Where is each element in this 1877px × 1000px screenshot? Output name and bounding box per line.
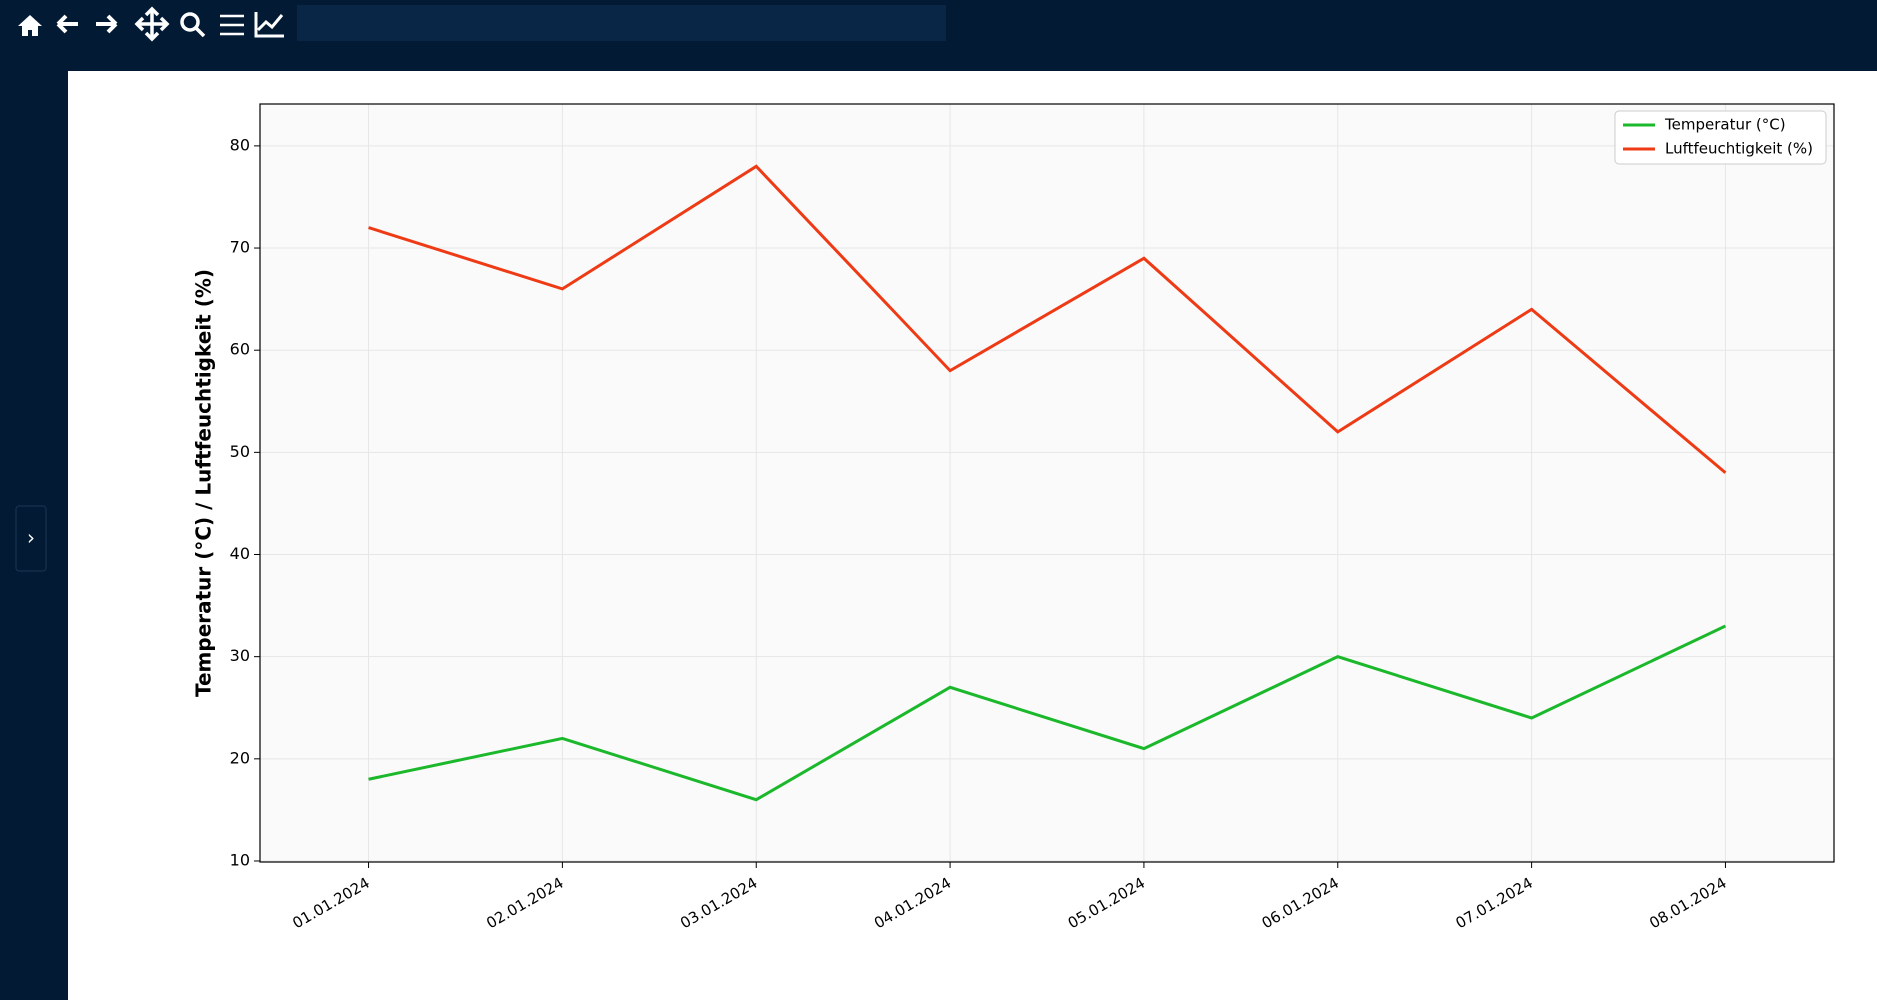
axes-frame bbox=[259, 103, 1835, 863]
legend-label: Luftfeuchtigkeit (%) bbox=[1665, 140, 1813, 158]
line bbox=[368, 624, 1727, 802]
y-tick-label: 80 bbox=[230, 135, 250, 154]
message-box bbox=[297, 5, 946, 41]
y-tick-label: 60 bbox=[230, 340, 250, 359]
line bbox=[368, 164, 1727, 474]
y-axis-label: Temperatur (°C) / Luftfeuchtigkeit (%) bbox=[192, 269, 216, 697]
toolbar-icons bbox=[18, 6, 284, 42]
y-tick-label: 20 bbox=[230, 748, 250, 767]
home-button[interactable] bbox=[18, 15, 42, 36]
y-tick-label: 70 bbox=[230, 238, 250, 257]
zoom-button[interactable] bbox=[180, 12, 206, 38]
edit-button[interactable] bbox=[254, 12, 284, 38]
y-tick-label: 40 bbox=[230, 544, 250, 563]
legend bbox=[1614, 110, 1827, 165]
legend-label: Temperatur (°C) bbox=[1664, 116, 1786, 134]
pan-button[interactable] bbox=[134, 6, 170, 42]
sidebar-toggle[interactable] bbox=[15, 505, 47, 572]
plot-area bbox=[260, 104, 1834, 862]
sidebar-toggle-icon[interactable]: › bbox=[27, 526, 35, 550]
y-tick-label: 50 bbox=[230, 442, 250, 461]
y-tick-label: 30 bbox=[230, 646, 250, 665]
configure-button[interactable] bbox=[220, 14, 244, 36]
back-button[interactable] bbox=[56, 14, 78, 34]
forward-button[interactable] bbox=[96, 14, 118, 34]
y-tick-label: 10 bbox=[230, 850, 250, 869]
